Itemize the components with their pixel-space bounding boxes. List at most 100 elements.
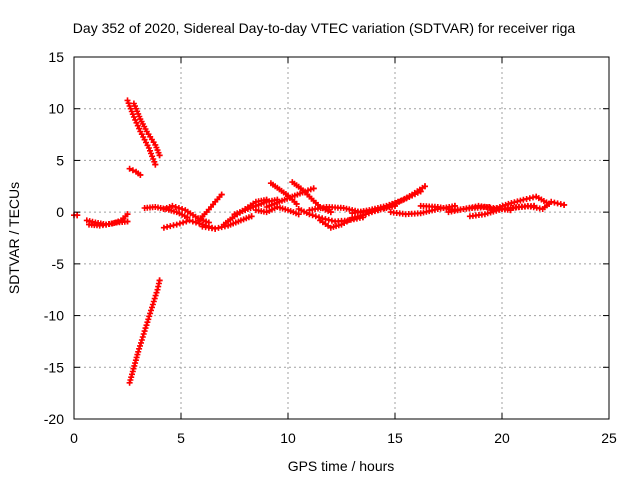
data-point	[129, 167, 136, 174]
data-point	[149, 304, 155, 311]
data-point	[169, 202, 176, 209]
data-series	[86, 211, 131, 229]
y-tick-label: -5	[52, 256, 65, 272]
data-point	[175, 205, 182, 211]
data-point	[505, 200, 512, 207]
data-point	[312, 213, 319, 220]
data-point	[499, 202, 506, 209]
data-series	[126, 277, 163, 386]
data-point	[137, 171, 144, 178]
data-series	[195, 191, 225, 224]
x-tick-label: 10	[280, 430, 296, 446]
x-axis-label: GPS time / hours	[288, 458, 395, 474]
x-tick-label: 15	[387, 430, 403, 446]
data-point	[307, 186, 314, 193]
y-tick-label: 15	[48, 49, 64, 65]
y-tick-label: -10	[44, 308, 64, 324]
data-series	[130, 100, 163, 159]
y-tick-labels: -20 -15 -10 -5 0 5 10 15	[44, 49, 64, 427]
chart-title: Day 352 of 2020, Sidereal Day-to-day VTE…	[73, 20, 576, 36]
data-point	[124, 218, 131, 225]
x-tick-label: 25	[601, 430, 617, 446]
data-series	[509, 198, 568, 212]
data-point	[126, 165, 133, 172]
data-point	[496, 204, 503, 210]
data-point	[172, 204, 179, 210]
x-tick-label: 0	[70, 430, 78, 446]
data-point	[176, 220, 183, 227]
data-point	[183, 218, 190, 225]
data-point	[139, 334, 146, 340]
data-series	[381, 183, 428, 211]
data-point	[163, 205, 170, 211]
y-tick-label: 0	[56, 204, 64, 220]
data-point	[196, 220, 203, 227]
data-point	[144, 319, 151, 326]
data-point	[481, 211, 488, 218]
y-tick-label: 10	[48, 101, 64, 117]
data-series	[267, 180, 300, 207]
data-series	[252, 204, 302, 218]
data-point	[327, 209, 334, 216]
data-point	[150, 298, 157, 305]
data-point	[422, 183, 428, 190]
ticks	[73, 56, 610, 420]
y-tick-label: 5	[56, 152, 64, 168]
series-layer	[71, 97, 568, 386]
data-point	[189, 218, 196, 225]
data-point	[186, 217, 193, 224]
data-point	[146, 313, 153, 320]
data-point	[138, 337, 145, 343]
data-point	[149, 301, 156, 308]
y-axis-label: SDTVAR / TECUs	[6, 182, 22, 294]
data-point	[137, 342, 143, 349]
data-point	[295, 211, 302, 218]
data-point	[152, 292, 159, 299]
data-series	[71, 212, 81, 219]
data-point	[494, 205, 500, 211]
y-tick-label: -15	[44, 359, 64, 375]
plot-frame	[73, 56, 610, 420]
data-point	[147, 310, 154, 317]
data-series	[160, 217, 219, 232]
data-point	[248, 213, 255, 220]
data-point	[124, 211, 131, 218]
data-series	[199, 213, 255, 232]
data-point	[136, 345, 143, 352]
x-tick-label: 20	[494, 430, 510, 446]
data-point	[517, 197, 524, 204]
data-point	[148, 307, 154, 314]
data-point	[138, 339, 144, 346]
data-point	[109, 220, 116, 227]
data-point	[218, 191, 225, 198]
data-point	[156, 152, 163, 159]
data-point	[152, 161, 159, 168]
data-point	[293, 200, 300, 207]
data-point	[74, 212, 81, 219]
x-tick-label: 5	[177, 430, 185, 446]
data-point	[141, 328, 148, 335]
data-point	[140, 331, 147, 337]
data-point	[153, 289, 160, 296]
data-point	[151, 295, 158, 302]
data-point	[135, 348, 142, 355]
data-point	[156, 277, 163, 284]
data-point	[180, 219, 187, 226]
data-point	[179, 206, 186, 212]
y-tick-label: -20	[44, 411, 64, 427]
data-point	[316, 214, 322, 221]
data-point	[184, 214, 191, 221]
data-point	[145, 316, 152, 323]
data-series	[263, 185, 317, 210]
x-tick-labels: 0 5 10 15 20 25	[70, 430, 617, 446]
data-point	[173, 221, 180, 228]
data-series	[124, 97, 159, 168]
grid	[74, 57, 609, 419]
data-series	[126, 165, 144, 178]
data-point	[142, 325, 149, 332]
data-point	[115, 218, 122, 225]
data-point	[309, 212, 316, 219]
data-point	[310, 185, 317, 192]
data-point	[143, 322, 150, 329]
